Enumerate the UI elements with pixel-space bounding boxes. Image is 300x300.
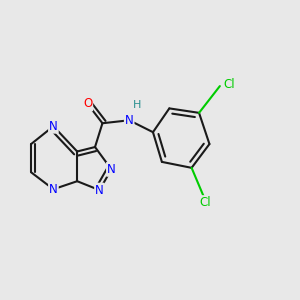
Text: N: N (49, 120, 58, 133)
Text: Cl: Cl (223, 78, 235, 91)
Text: O: O (83, 98, 92, 110)
Text: N: N (95, 184, 104, 196)
Text: N: N (107, 163, 116, 176)
Text: Cl: Cl (199, 196, 211, 209)
Text: H: H (132, 100, 141, 110)
Text: N: N (49, 183, 58, 196)
Text: N: N (125, 114, 134, 127)
